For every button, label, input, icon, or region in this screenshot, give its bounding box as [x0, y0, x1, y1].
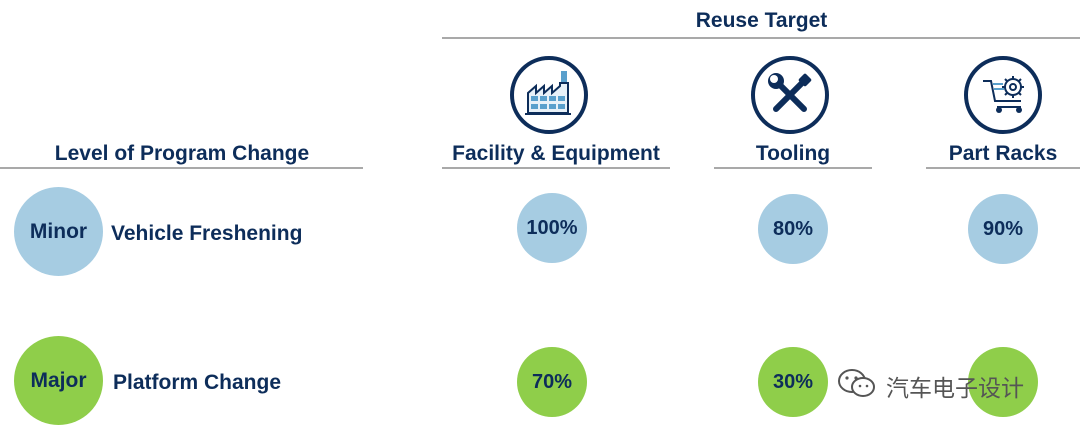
value-major-facility: 70% [517, 347, 587, 417]
value-minor-part-racks: 90% [968, 194, 1038, 264]
facility-rule [442, 167, 670, 169]
part-racks-rule [926, 167, 1080, 169]
tooling-rule [714, 167, 872, 169]
wechat-icon [836, 367, 878, 406]
row-description-minor: Vehicle Freshening [111, 222, 303, 245]
level-rule [0, 167, 363, 169]
rack-gear-icon [963, 55, 1043, 135]
level-badge-major: Major [14, 336, 103, 425]
watermark: 汽车电子设计 [836, 366, 1024, 406]
reuse-target-heading: Reuse Target [695, 9, 828, 32]
value-minor-facility: 100% [517, 193, 587, 263]
row-description-major: Platform Change [113, 371, 282, 394]
value-minor-tooling: 80% [758, 194, 828, 264]
level-badge-minor: Minor [14, 187, 103, 276]
column-header-facility: Facility & Equipment [452, 142, 660, 165]
wrench-screwdriver-icon [750, 55, 830, 135]
value-major-tooling: 30% [758, 347, 828, 417]
watermark-text: 汽车电子设计 [886, 376, 1024, 402]
column-header-part-racks: Part Racks [948, 142, 1058, 165]
reuse-target-rule [442, 37, 1080, 39]
column-header-tooling: Tooling [755, 142, 831, 165]
level-of-program-change-heading: Level of Program Change [54, 142, 310, 165]
factory-icon [509, 55, 589, 135]
value-major-part-racks [968, 347, 1038, 417]
